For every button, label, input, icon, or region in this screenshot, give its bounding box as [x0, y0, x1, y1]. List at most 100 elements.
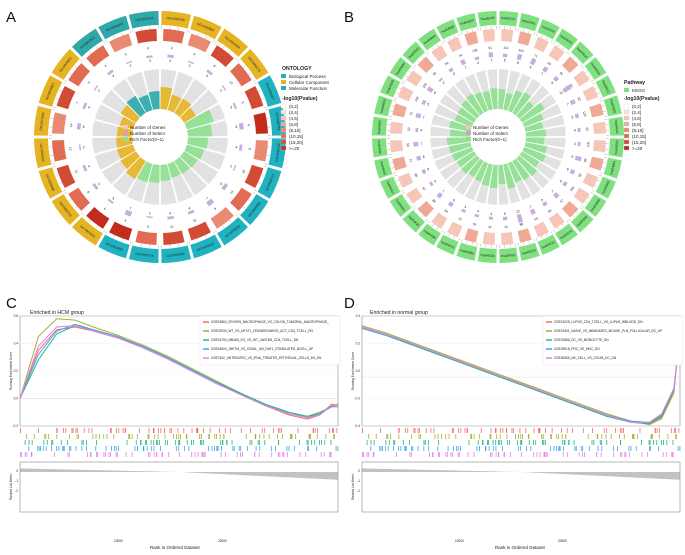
b-pvalue-bar [417, 201, 434, 218]
gsea-hit-tick [544, 440, 546, 445]
gsea-hit-tick [559, 446, 561, 451]
gsea-hit-tick [621, 428, 623, 433]
b-select-count-label: 12 [516, 210, 520, 214]
gsea-hit-tick [620, 428, 622, 433]
gsea-hit-tick [424, 440, 426, 445]
b-outer-label: hsa04658 [379, 99, 387, 114]
gsea-hit-tick [220, 452, 222, 457]
gsea-hit-tick [277, 434, 278, 439]
a-tick [103, 229, 106, 233]
gsea-hit-tick [667, 434, 669, 439]
gsea-hit-tick [379, 446, 381, 451]
gsea-hit-tick [551, 434, 552, 439]
a-pvalue-bar [230, 63, 252, 87]
a-select-bar [187, 60, 195, 65]
b-tick [566, 220, 569, 224]
gsea-hit-tick [675, 434, 677, 439]
inner-legend-rich-swatch [123, 137, 128, 141]
gsea-hit-tick [536, 452, 538, 457]
a-select-count-label: 4 [112, 74, 114, 78]
a-select-bar [167, 215, 175, 220]
gsea-hit-tick [184, 446, 185, 451]
a-rich-factor-bar [116, 137, 133, 148]
gsea-hit-tick [220, 440, 222, 445]
gsea-hit-tick [295, 434, 297, 439]
gsea-hit-tick [325, 434, 327, 439]
gsea-hit-tick [587, 434, 589, 439]
gsea-hit-tick [263, 434, 265, 439]
legend-p-swatch [623, 115, 630, 121]
a-tick [121, 238, 123, 242]
gsea-hit-tick [396, 452, 397, 457]
b-outer-label: hsa04061 [614, 119, 619, 134]
gsea-hit-tick [91, 428, 93, 433]
a-select-bar [232, 102, 238, 110]
a-pvalue-bar [163, 230, 185, 245]
gsea-hit-tick [63, 446, 65, 451]
gsea-hit-tick [606, 428, 608, 433]
a-tick [113, 234, 115, 238]
gsea-hit-tick [670, 428, 672, 433]
gsea-hit-tick [286, 446, 288, 451]
gsea-hit-tick [457, 446, 459, 451]
gsea-metric-tick: -2 [357, 489, 360, 493]
b-select-count-label: 4 [477, 61, 479, 65]
gsea-hit-tick [328, 428, 330, 433]
a-rich-factor-bar [167, 161, 181, 178]
gsea-hit-tick [316, 434, 318, 439]
gsea-hit-tick [31, 440, 33, 445]
b-tick [561, 223, 565, 227]
gsea-legend-label: GSE19401_NAIVE_VS_IMMUNIZED_MOUSE_PLN_FO… [554, 329, 662, 333]
gsea-hit-tick [299, 452, 301, 457]
gsea-hit-tick [417, 446, 419, 451]
legend-swatch-mf [281, 86, 286, 90]
a-tick [264, 109, 268, 111]
gsea-hit-tick [428, 440, 429, 445]
b-rich-factor-bar [503, 92, 513, 111]
gsea-hit-tick [56, 434, 58, 439]
a-select-bar [124, 209, 133, 217]
gsea-metric-area [362, 468, 680, 480]
b-select-count-label: 5 [560, 179, 562, 183]
b-outer-label: hsa04060 [609, 99, 617, 114]
gsea-hit-tick [490, 452, 491, 457]
a-tick [52, 163, 56, 165]
gsea-hit-tick [240, 428, 242, 433]
b-select-count-label: 3 [443, 81, 445, 85]
b-rich-factor-bar [448, 142, 472, 154]
a-gene-count-label: 3 [171, 46, 174, 50]
gsea-hit-tick [476, 446, 478, 451]
gsea-hit-tick [329, 452, 331, 457]
b-select-count-label: 6 [552, 81, 554, 85]
gsea-hit-tick [208, 434, 210, 439]
a-tick [59, 90, 63, 92]
gsea-hit-tick [148, 434, 150, 439]
gsea-hit-tick [153, 446, 155, 451]
a-tick [178, 27, 180, 31]
gsea-hit-tick [405, 428, 406, 433]
gsea-hit-tick [170, 428, 172, 433]
a-pvalue-bar [253, 140, 268, 162]
a-select-count-label: 2 [189, 64, 191, 68]
a-select-bar [92, 183, 99, 190]
b-rich-factor-bar [524, 142, 548, 154]
b-rich-factor-bar [457, 107, 477, 123]
b-outer-label: hsa04664 [423, 34, 437, 45]
b-outer-segment [595, 75, 616, 98]
b-pvalue-bar [517, 31, 532, 46]
gsea-hit-tick [271, 452, 273, 457]
legend-p-bin-label: (8,10] [632, 128, 644, 133]
gsea-hit-tick [372, 452, 374, 457]
gsea-legend-label: GSE29618_PDC_VS_MDC_DN [554, 347, 600, 351]
b-outer-segment [456, 13, 478, 32]
gsea-hit-tick [67, 440, 69, 445]
b-gene-count-label: 62 [407, 127, 411, 131]
gsea-hit-tick [601, 434, 603, 439]
b-tick [448, 37, 451, 41]
b-tick [388, 116, 392, 118]
a-rich-factor-bar [126, 95, 146, 117]
b-gene-count-label: 52 [472, 222, 477, 227]
gsea-hit-tick [169, 428, 171, 433]
a-tick [222, 225, 225, 228]
gsea-hit-tick [67, 452, 69, 457]
